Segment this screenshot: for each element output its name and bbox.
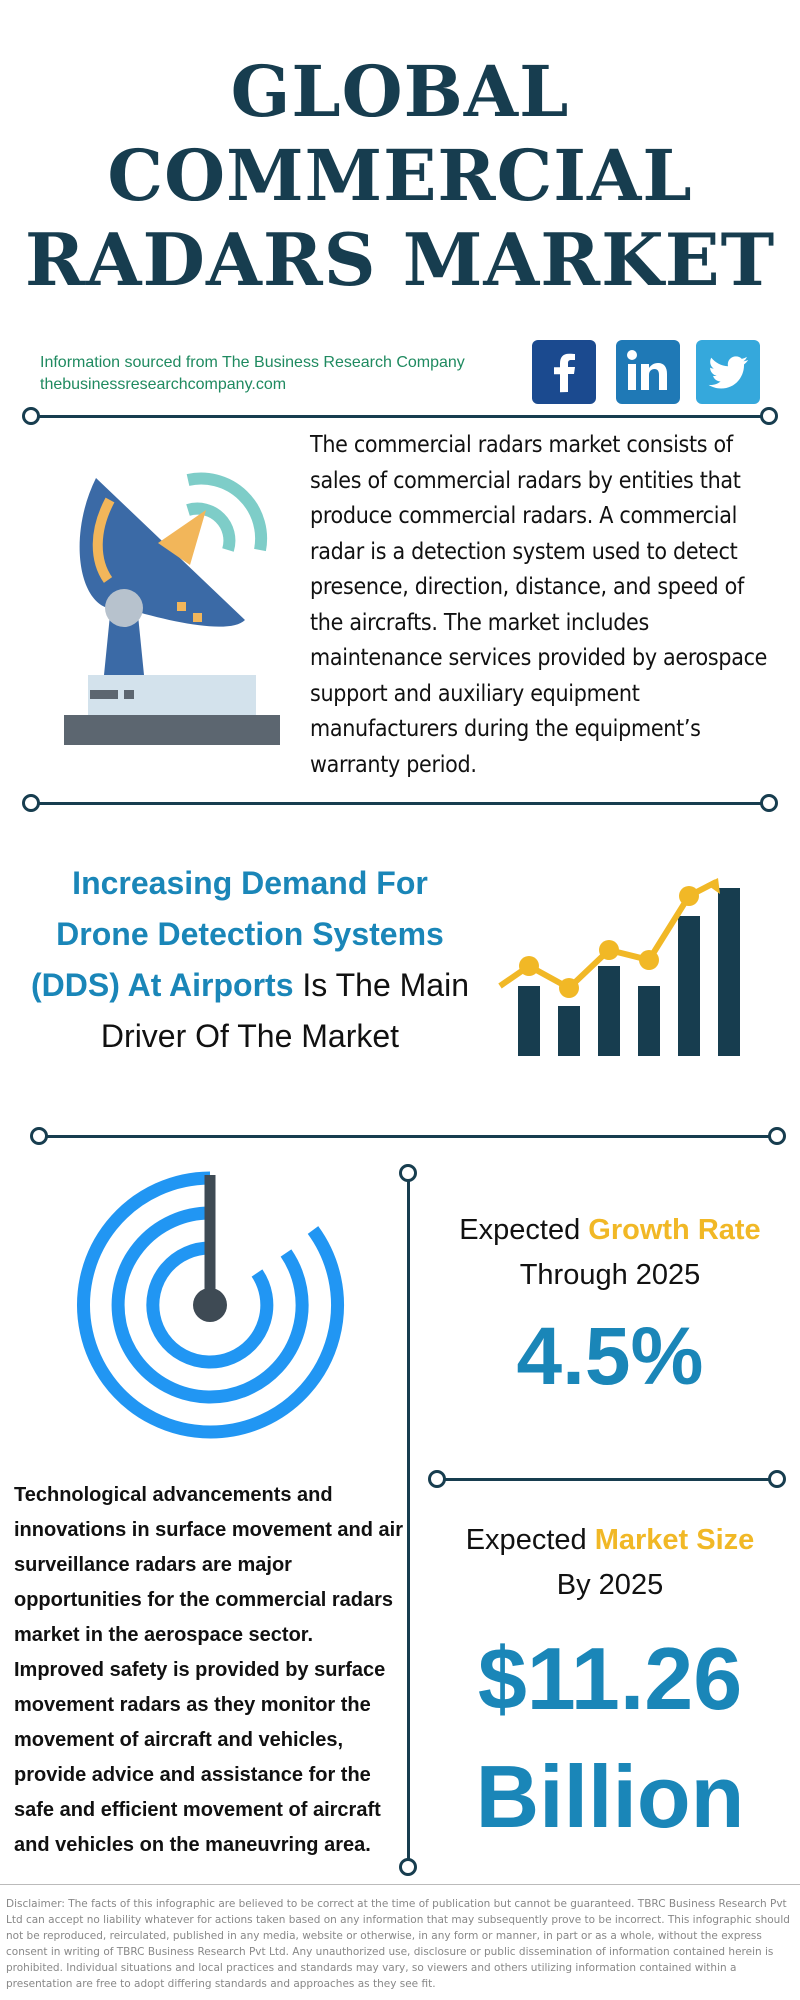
radar-dish-icon: [64, 472, 280, 745]
title-line-3: RADARS MARKET: [24, 217, 776, 302]
size-label-highlight: Market Size: [594, 1524, 755, 1556]
divider-dot: [30, 1127, 48, 1145]
facebook-icon[interactable]: [532, 340, 596, 404]
divider: [40, 1135, 778, 1138]
divider-dot: [760, 794, 778, 812]
divider: [32, 802, 770, 805]
divider-dot: [428, 1470, 446, 1488]
market-opportunity: Technological advancements and innovatio…: [14, 1484, 403, 1856]
title-line-2: COMMERCIAL: [107, 134, 693, 217]
growth-label-prefix: Expected: [459, 1214, 589, 1246]
size-label-period: By 2025: [556, 1569, 664, 1601]
source-line: Information sourced from The Business Re…: [40, 354, 465, 371]
radar-screen-icon: [77, 1171, 344, 1439]
source-url[interactable]: thebusinessresearchcompany.com: [40, 376, 287, 393]
divider-dot: [768, 1470, 786, 1488]
driver-rest: Is The Main Driver Of The Market: [100, 967, 469, 1054]
divider: [0, 1884, 800, 1885]
market-size-value: $11.26 Billion: [430, 1620, 790, 1856]
market-driver: Increasing Demand For Drone Detection Sy…: [30, 858, 470, 1062]
linkedin-icon[interactable]: [616, 340, 680, 404]
market-size-unit: Billion: [475, 1747, 745, 1846]
page-title: GLOBAL COMMERCIAL RADARS MARKET: [0, 50, 800, 302]
growth-label-highlight: Growth Rate: [588, 1214, 761, 1246]
divider-dot: [22, 794, 40, 812]
growth-label-period: Through 2025: [519, 1259, 701, 1291]
divider: [438, 1478, 778, 1481]
divider-dot: [760, 407, 778, 425]
twitter-icon[interactable]: [696, 340, 760, 404]
market-size-label: Expected Market Size By 2025: [430, 1518, 790, 1608]
growth-rate-label: Expected Growth Rate Through 2025: [430, 1208, 790, 1298]
driver-highlight: Increasing Demand For Drone Detection Sy…: [31, 865, 444, 1003]
divider: [32, 415, 770, 418]
divider-dot: [22, 407, 40, 425]
divider-dot: [399, 1858, 417, 1876]
size-label-prefix: Expected: [465, 1524, 595, 1556]
growth-rate-value: 4.5%: [516, 1311, 704, 1402]
title-line-1: GLOBAL: [230, 50, 570, 133]
divider-dot: [399, 1164, 417, 1182]
divider-dot: [768, 1127, 786, 1145]
market-size-amount: $11.26: [477, 1629, 743, 1728]
source-info: Information sourced from The Business Re…: [40, 352, 465, 396]
market-description: The commercial radars market consists of…: [310, 432, 768, 778]
growth-chart-icon: [498, 878, 740, 1056]
disclaimer: Disclaimer: The facts of this infographi…: [6, 1898, 790, 1990]
vertical-divider: [407, 1174, 410, 1866]
